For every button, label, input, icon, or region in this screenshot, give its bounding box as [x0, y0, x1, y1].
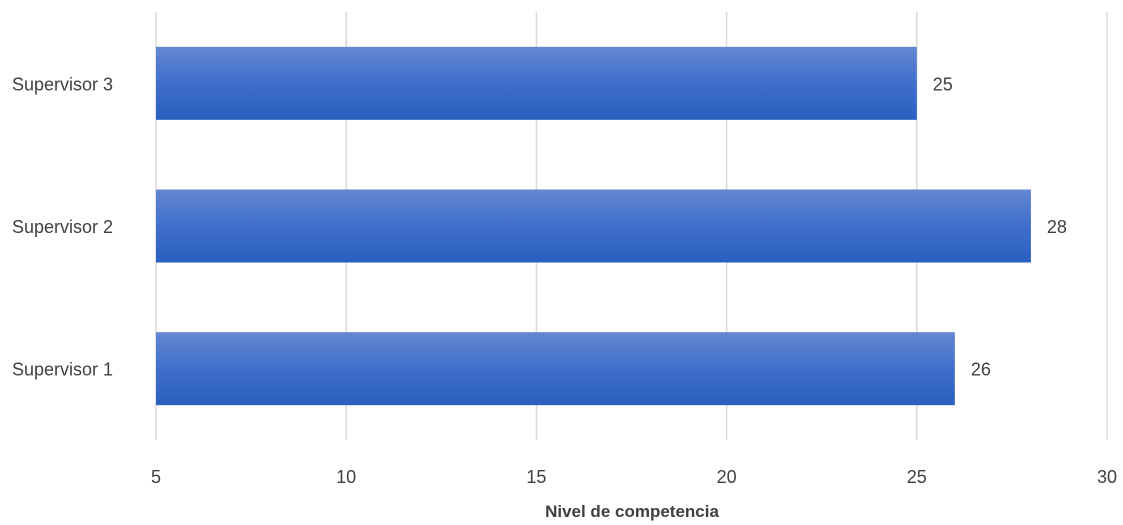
x-tick-label: 25	[907, 467, 927, 487]
x-axis-title: Nivel de competencia	[545, 502, 719, 521]
bars	[156, 46, 1031, 406]
x-tick-label: 5	[151, 467, 161, 487]
x-tick-label: 30	[1097, 467, 1117, 487]
data-label: 26	[971, 360, 991, 380]
data-label: 28	[1047, 217, 1067, 237]
bar-supervisor-1	[156, 332, 955, 406]
y-category-label: Supervisor 2	[12, 217, 113, 237]
bar-supervisor-3	[156, 46, 917, 120]
x-tick-label: 15	[526, 467, 546, 487]
labels: 5 10 15 20 25 30 26 Supervisor 1 28 Supervisor 2 2…	[12, 74, 1117, 487]
x-tick-label: 20	[717, 467, 737, 487]
data-label: 25	[933, 74, 953, 94]
x-tick-label: 10	[336, 467, 356, 487]
y-category-label: Supervisor 3	[12, 74, 113, 94]
bar-supervisor-2	[156, 189, 1031, 263]
y-category-label: Supervisor 1	[12, 360, 113, 380]
